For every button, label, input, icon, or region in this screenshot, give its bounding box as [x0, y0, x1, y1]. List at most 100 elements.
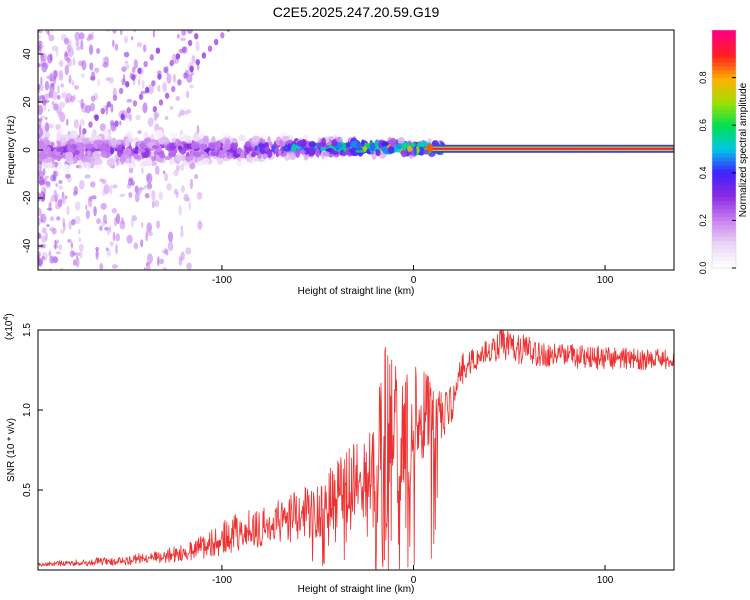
colorbar-strip [712, 180, 736, 186]
heatmap-noise-cell [38, 169, 41, 177]
heatmap-ridge-cell [56, 146, 65, 153]
colorbar-strip [712, 149, 736, 154]
heatmap-streak-cell [158, 99, 164, 106]
heatmap-noise-cell [130, 218, 134, 228]
heatmap-noise-cell [119, 193, 126, 198]
heatmap-noise-cell [51, 83, 55, 88]
heatmap-noise-cell [152, 30, 155, 38]
heatmap-streak-cell [125, 81, 130, 88]
heatmap-noise-cell [134, 192, 140, 203]
heatmap-ridge-cell [271, 145, 275, 151]
heatmap-noise-cell [100, 202, 107, 210]
heatmap-ridge-cell [275, 147, 280, 158]
heatmap-noise-cell [91, 195, 97, 200]
heatmap-noise-cell [186, 262, 192, 270]
heatmap-noise-cell [136, 41, 143, 48]
heatmap-noise-cell [38, 175, 45, 186]
heatmap-ridge-cell [244, 141, 251, 148]
heatmap-noise-cell [44, 122, 50, 133]
heatmap-noise-cell [78, 32, 85, 40]
heatmap-noise-cell [73, 259, 77, 267]
heatmap-ridge-cell [43, 146, 52, 153]
heatmap-noise-cell [189, 84, 194, 89]
colorbar-strip [712, 264, 736, 269]
heatmap-noise-cell [44, 80, 50, 91]
colorbar-strip [712, 192, 736, 198]
colorbar-strip [712, 164, 736, 170]
heatmap-noise-cell [142, 102, 148, 114]
heatmap-ridge-cell [65, 151, 74, 160]
heatmap-noise-cell [146, 172, 153, 184]
heatmap-noise-cell [138, 78, 141, 86]
heatmap-noise-cell [191, 55, 196, 64]
heatmap-ridge-cell [74, 149, 80, 155]
heatmap-noise-cell [38, 40, 43, 46]
heatmap-ridge-cell [54, 154, 64, 160]
heatmap-noise-cell [151, 189, 156, 201]
heatmap-streak-cell [213, 38, 219, 46]
heatmap-ridge-cell [320, 146, 326, 152]
heatmap-streak-cell [132, 100, 138, 107]
heatmap-ridge-cell [81, 137, 90, 144]
heatmap-noise-cell [55, 106, 63, 115]
colorbar-strip [712, 77, 736, 83]
heatmap-noise-cell [150, 25, 154, 30]
heatmap-noise-cell [62, 217, 66, 227]
heatmap-noise-cell [154, 165, 160, 176]
heatmap-noise-cell [120, 30, 123, 36]
heatmap-ridge-cell [288, 152, 297, 160]
heatmap-noise-cell [186, 30, 194, 34]
heatmap-ridge-cell [322, 151, 330, 157]
heatmap-streak-cell [144, 86, 150, 94]
heatmap-ridge-cell [287, 143, 291, 152]
heatmap-ridge-cell [58, 163, 63, 170]
heatmap-streak-cell [171, 85, 176, 93]
heatmap-noise-cell [77, 100, 84, 104]
heatmap-noise-cell [128, 192, 133, 198]
heatmap-noise-cell [178, 256, 183, 266]
heatmap-noise-cell [154, 199, 160, 207]
heatmap-noise-cell [96, 218, 101, 225]
heatmap-noise-cell [49, 77, 57, 82]
heatmap-noise-cell [57, 84, 60, 95]
heatmap-noise-cell [150, 161, 157, 167]
heatmap-noise-cell [90, 71, 96, 82]
x-tick-label: -100 [212, 575, 232, 586]
heatmap-noise-cell [166, 183, 172, 191]
heatmap-ridge-cell [413, 149, 417, 155]
heatmap-ridge-cell [331, 139, 338, 147]
x-tick-label: 0 [411, 575, 417, 586]
heatmap-noise-cell [58, 101, 66, 109]
heatmap-ridge-cell [151, 145, 160, 149]
heatmap-noise-cell [185, 247, 192, 255]
heatmap-noise-cell [96, 47, 101, 54]
heatmap-ridge-cell [315, 148, 320, 158]
colorbar-strip [712, 133, 736, 138]
colorbar-strip [712, 125, 736, 130]
heatmap-ridge-cell [117, 148, 122, 158]
colorbar-strip [712, 188, 736, 194]
snr-xlabel: Height of straight line (km) [298, 584, 415, 595]
heatmap-ridge-cell [177, 145, 183, 150]
colorbar-label: Normalized spectral amplitude [738, 82, 749, 217]
heatmap-noise-cell [59, 268, 64, 270]
heatmap-noise-cell [139, 76, 142, 80]
heatmap-noise-cell [55, 193, 61, 198]
heatmap-noise-cell [162, 81, 167, 93]
y-tick-label: 40 [22, 48, 33, 60]
heatmap-noise-cell [164, 247, 167, 255]
heatmap-noise-cell [51, 91, 58, 100]
heatmap-noise-cell [72, 252, 77, 256]
colorbar-strip [712, 172, 736, 178]
colorbar-strip [712, 204, 736, 210]
heatmap-noise-cell [79, 118, 85, 127]
heatmap-noise-cell [66, 59, 72, 67]
heatmap-noise-cell [111, 264, 118, 269]
heatmap-noise-cell [85, 204, 88, 211]
heatmap-noise-cell [58, 185, 64, 190]
heatmap-noise-cell [38, 251, 42, 257]
heatmap-ridge-cell [215, 140, 222, 150]
heatmap-noise-cell [181, 185, 185, 193]
heatmap-ridge-cell [375, 149, 381, 157]
heatmap-ridge-cell [110, 146, 114, 155]
